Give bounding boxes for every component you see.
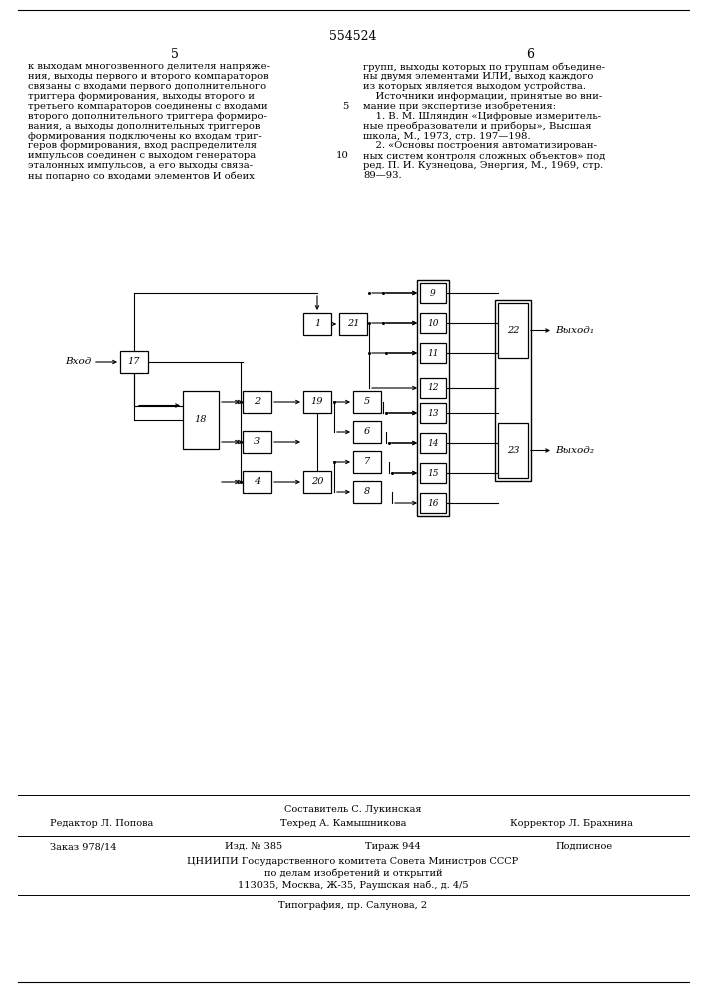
Text: 554524: 554524 bbox=[329, 30, 377, 43]
Text: ны попарно со входами элементов И обеих: ны попарно со входами элементов И обеих bbox=[28, 171, 255, 181]
Text: 21: 21 bbox=[346, 320, 359, 328]
Text: Источники информации, принятые во вни-: Источники информации, принятые во вни- bbox=[363, 92, 602, 101]
Text: 18: 18 bbox=[194, 416, 207, 424]
Text: 1: 1 bbox=[314, 320, 320, 328]
Bar bbox=[420, 343, 446, 363]
Text: 15: 15 bbox=[427, 468, 439, 478]
Text: 2. «Основы построения автоматизирован-: 2. «Основы построения автоматизирован- bbox=[363, 141, 597, 150]
Text: 16: 16 bbox=[427, 498, 439, 508]
Text: Редактор Л. Попова: Редактор Л. Попова bbox=[50, 819, 153, 828]
Bar bbox=[420, 283, 446, 303]
Text: ЦНИИПИ Государственного комитета Совета Министров СССР: ЦНИИПИ Государственного комитета Совета … bbox=[187, 857, 519, 866]
Bar bbox=[498, 303, 528, 358]
Text: третьего компараторов соединены с входами: третьего компараторов соединены с входам… bbox=[28, 102, 268, 111]
Text: Корректор Л. Брахнина: Корректор Л. Брахнина bbox=[510, 819, 633, 828]
Text: импульсов соединен с выходом генератора: импульсов соединен с выходом генератора bbox=[28, 151, 256, 160]
Bar bbox=[339, 313, 367, 335]
Text: Вход: Вход bbox=[66, 358, 92, 366]
Text: 19: 19 bbox=[311, 397, 323, 406]
Text: Выход₁: Выход₁ bbox=[555, 326, 594, 335]
Text: 20: 20 bbox=[311, 478, 323, 487]
Text: связаны с входами первого дополнительного: связаны с входами первого дополнительног… bbox=[28, 82, 266, 91]
Text: Изд. № 385: Изд. № 385 bbox=[225, 842, 282, 851]
Text: триггера формирования, выходы второго и: триггера формирования, выходы второго и bbox=[28, 92, 255, 101]
Text: школа, М., 1973, стр. 197—198.: школа, М., 1973, стр. 197—198. bbox=[363, 132, 531, 141]
Text: ред. П. И. Кузнецова, Энергия, М., 1969, стр.: ред. П. И. Кузнецова, Энергия, М., 1969,… bbox=[363, 161, 603, 170]
Text: второго дополнительного триггера формиро-: второго дополнительного триггера формиро… bbox=[28, 112, 267, 121]
Text: 1. В. М. Шляндин «Цифровые измеритель-: 1. В. М. Шляндин «Цифровые измеритель- bbox=[363, 112, 601, 121]
Text: 5: 5 bbox=[171, 48, 179, 61]
Bar bbox=[420, 463, 446, 483]
Text: Заказ 978/14: Заказ 978/14 bbox=[50, 842, 117, 851]
Text: по делам изобретений и открытий: по делам изобретений и открытий bbox=[264, 869, 443, 879]
Text: к выходам многозвенного делителя напряже-: к выходам многозвенного делителя напряже… bbox=[28, 62, 270, 71]
Text: 4: 4 bbox=[254, 478, 260, 487]
Text: 5: 5 bbox=[364, 397, 370, 406]
Bar bbox=[353, 451, 381, 473]
Bar bbox=[353, 391, 381, 413]
Text: 6: 6 bbox=[364, 428, 370, 436]
Text: ных систем контроля сложных объектов» под: ных систем контроля сложных объектов» по… bbox=[363, 151, 605, 161]
Text: 12: 12 bbox=[427, 383, 439, 392]
Text: ния, выходы первого и второго компараторов: ния, выходы первого и второго компаратор… bbox=[28, 72, 269, 81]
Text: формирования подключены ко входам триг-: формирования подключены ко входам триг- bbox=[28, 132, 262, 141]
Text: Типография, пр. Салунова, 2: Типография, пр. Салунова, 2 bbox=[279, 901, 428, 910]
Text: Составитель С. Лукинская: Составитель С. Лукинская bbox=[284, 805, 422, 814]
Text: 3: 3 bbox=[254, 438, 260, 446]
Text: 89—93.: 89—93. bbox=[363, 171, 402, 180]
Bar bbox=[420, 493, 446, 513]
Bar bbox=[495, 300, 531, 481]
Text: мание при экспертизе изобретения:: мание при экспертизе изобретения: bbox=[363, 102, 556, 111]
Text: 14: 14 bbox=[427, 438, 439, 448]
Text: Тираж 944: Тираж 944 bbox=[365, 842, 421, 851]
Text: 10: 10 bbox=[427, 318, 439, 328]
Bar bbox=[243, 391, 271, 413]
Bar bbox=[303, 471, 331, 493]
Text: 6: 6 bbox=[526, 48, 534, 61]
Bar bbox=[243, 471, 271, 493]
Bar bbox=[420, 433, 446, 453]
Bar bbox=[498, 423, 528, 478]
Text: 10: 10 bbox=[336, 151, 349, 160]
Bar bbox=[420, 403, 446, 423]
Text: из которых является выходом устройства.: из которых является выходом устройства. bbox=[363, 82, 586, 91]
Text: 9: 9 bbox=[430, 288, 436, 298]
Text: 22: 22 bbox=[507, 326, 519, 335]
Text: групп, выходы которых по группам объедине-: групп, выходы которых по группам объедин… bbox=[363, 62, 605, 72]
Text: геров формирования, вход распределителя: геров формирования, вход распределителя bbox=[28, 141, 257, 150]
Text: 11: 11 bbox=[427, 349, 439, 358]
Bar bbox=[243, 431, 271, 453]
Text: Выход₂: Выход₂ bbox=[555, 446, 594, 455]
Bar bbox=[353, 481, 381, 503]
Text: 5: 5 bbox=[343, 102, 349, 111]
Bar bbox=[420, 378, 446, 398]
Text: 13: 13 bbox=[427, 408, 439, 418]
Bar bbox=[303, 391, 331, 413]
Text: ные преобразователи и приборы», Высшая: ные преобразователи и приборы», Высшая bbox=[363, 122, 592, 131]
Text: вания, а выходы дополнительных триггеров: вания, а выходы дополнительных триггеров bbox=[28, 122, 260, 131]
Bar bbox=[120, 351, 148, 373]
Text: Подписное: Подписное bbox=[555, 842, 612, 851]
Text: 23: 23 bbox=[507, 446, 519, 455]
Text: эталонных импульсов, а его выходы связа-: эталонных импульсов, а его выходы связа- bbox=[28, 161, 253, 170]
Bar bbox=[417, 280, 449, 516]
Bar bbox=[183, 391, 219, 449]
Text: 7: 7 bbox=[364, 458, 370, 466]
Text: 8: 8 bbox=[364, 488, 370, 496]
Bar bbox=[420, 313, 446, 333]
Text: 2: 2 bbox=[254, 397, 260, 406]
Text: 113035, Москва, Ж-35, Раушская наб., д. 4/5: 113035, Москва, Ж-35, Раушская наб., д. … bbox=[238, 881, 468, 890]
Text: ны двумя элементами ИЛИ, выход каждого: ны двумя элементами ИЛИ, выход каждого bbox=[363, 72, 593, 81]
Text: 17: 17 bbox=[128, 358, 140, 366]
Bar bbox=[303, 313, 331, 335]
Bar bbox=[353, 421, 381, 443]
Text: Техред А. Камышникова: Техред А. Камышникова bbox=[280, 819, 407, 828]
